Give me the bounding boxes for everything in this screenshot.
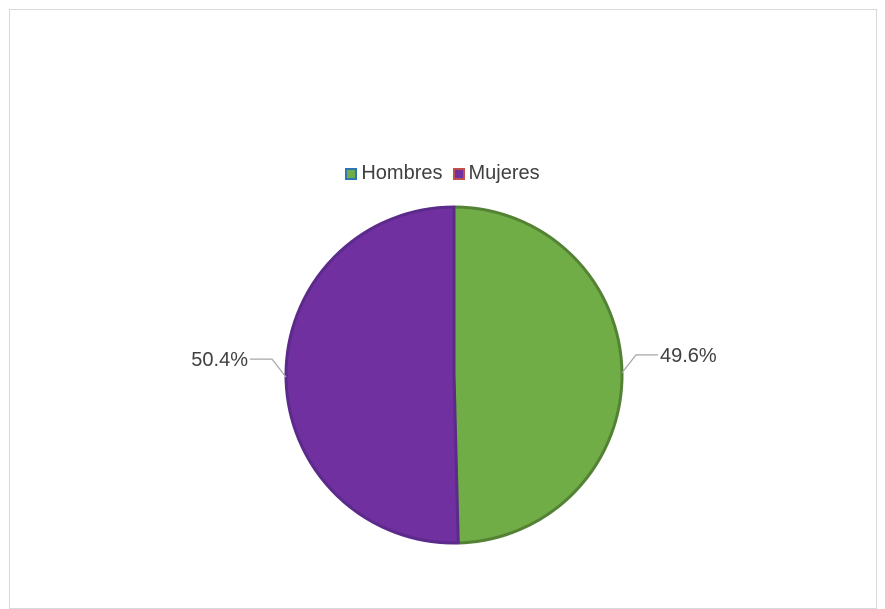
pie-slice-hombres[interactable]	[452, 205, 624, 545]
leader-line-hombres	[621, 354, 658, 374]
legend-swatch-hombres	[345, 167, 358, 180]
data-label-mujeres: 50.4%	[191, 349, 248, 371]
pie-slice-mujeres[interactable]	[284, 205, 460, 545]
data-label-hombres: 49.6%	[660, 345, 717, 367]
leader-line-mujeres	[250, 358, 287, 378]
legend-swatch-mujeres	[452, 167, 465, 180]
chart-legend: Hombres Mujeres	[0, 162, 885, 185]
legend-item-hombres[interactable]: Hombres	[345, 162, 443, 185]
legend-item-mujeres[interactable]: Mujeres	[452, 162, 540, 185]
pie-chart: 49.6% 50.4%	[191, 205, 717, 545]
legend-label-hombres: Hombres	[361, 162, 443, 184]
legend-label-mujeres: Mujeres	[468, 162, 540, 184]
